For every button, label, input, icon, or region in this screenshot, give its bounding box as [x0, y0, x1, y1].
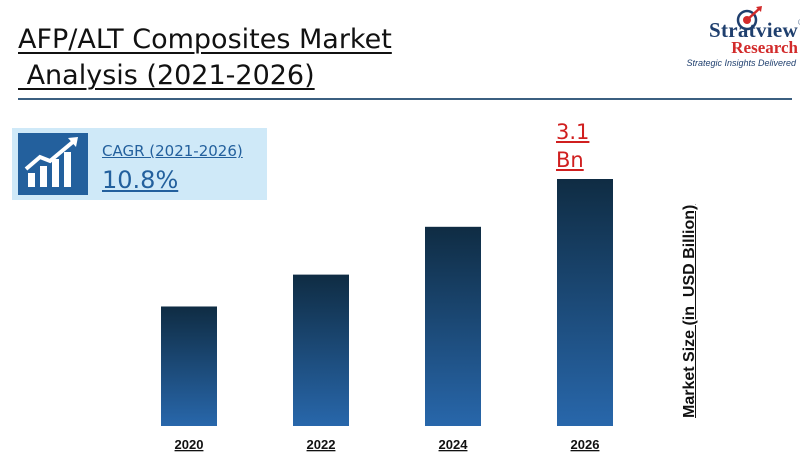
x-tick-label-2020: 2020: [175, 437, 204, 452]
title-line-2: Analysis (2021-2026): [18, 60, 315, 91]
header-divider: [18, 98, 792, 100]
title-line-1: AFP/ALT Composites Market: [18, 24, 392, 55]
logo-tagline: Strategic Insights Delivered: [686, 58, 796, 68]
cagr-card: CAGR (2021-2026) 10.8%: [12, 128, 267, 200]
peak-value-annotation: 3.1 Bn: [556, 118, 616, 174]
peak-value-number: 3.1: [556, 120, 590, 144]
bar-2022: [293, 274, 349, 426]
x-tick-label-2022: 2022: [307, 437, 336, 452]
logo-brand: Stratview: [708, 18, 798, 42]
company-logo: Stratview ® Research Strategic Insights …: [660, 6, 800, 68]
x-tick-label-2024: 2024: [439, 437, 469, 452]
peak-value-unit: Bn: [556, 148, 584, 172]
cagr-value: 10.8%: [102, 166, 179, 194]
logo-research: Research: [731, 38, 798, 57]
bar-2020: [161, 306, 217, 426]
bar-2024: [425, 226, 481, 426]
cagr-label: CAGR (2021-2026): [102, 142, 243, 160]
x-tick-label-2026: 2026: [571, 437, 600, 452]
target-arrow-icon: [736, 6, 762, 31]
bar-2026: [557, 179, 613, 426]
growth-chart-icon: [18, 133, 88, 195]
logo-registered-mark: ®: [798, 18, 800, 27]
page-title: AFP/ALT Composites Market Analysis (2021…: [18, 22, 398, 94]
